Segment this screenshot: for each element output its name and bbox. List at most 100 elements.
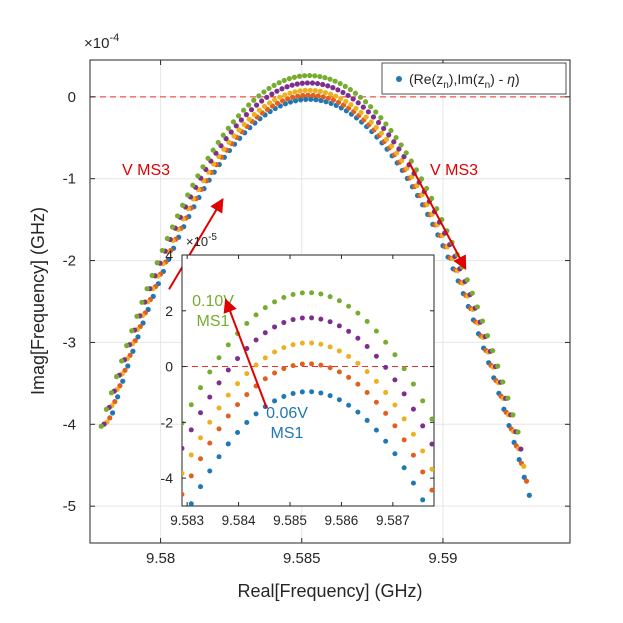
main-point-3 bbox=[259, 98, 265, 104]
annotation-left-arrow bbox=[168, 197, 224, 290]
inset-point-0 bbox=[281, 393, 287, 399]
main-point-0 bbox=[303, 96, 309, 102]
main-point-4 bbox=[159, 247, 165, 254]
main-point-4 bbox=[144, 286, 150, 292]
main-point-4 bbox=[296, 73, 303, 79]
main-point-4 bbox=[174, 213, 181, 219]
inset-point-3 bbox=[355, 335, 361, 341]
main-xtick-label: 9.585 bbox=[283, 550, 321, 567]
main-point-4 bbox=[515, 429, 521, 435]
main-point-1 bbox=[117, 383, 123, 389]
inset-point-3 bbox=[309, 315, 315, 321]
main-point-3 bbox=[320, 81, 326, 88]
inset-point-0 bbox=[420, 497, 426, 503]
main-point-2 bbox=[307, 87, 313, 93]
inset-ticks: 9.583 9.584 9.585 9.586 9.587 4 2 0 -2 -4 bbox=[161, 247, 434, 528]
main-ytick-label: -5 bbox=[63, 498, 76, 515]
main-point-1 bbox=[310, 92, 316, 98]
inset-point-4 bbox=[225, 342, 231, 348]
main-point-3 bbox=[304, 80, 311, 86]
main-point-0 bbox=[125, 363, 131, 369]
main-point-4 bbox=[113, 374, 120, 380]
main-point-2 bbox=[399, 157, 405, 164]
main-point-4 bbox=[362, 99, 369, 105]
inset-point-1 bbox=[309, 361, 315, 367]
inset-ytick-label: 0 bbox=[165, 359, 173, 375]
inset-point-3 bbox=[235, 356, 241, 362]
inset-point-0 bbox=[272, 398, 278, 404]
inset-point-3 bbox=[383, 364, 389, 370]
main-point-2 bbox=[363, 114, 369, 120]
main-point-3 bbox=[391, 139, 397, 145]
main-point-2 bbox=[226, 139, 232, 145]
inset-point-3 bbox=[225, 367, 231, 373]
inset-point-1 bbox=[281, 366, 287, 372]
inset-point-1 bbox=[182, 491, 185, 497]
inset-point-0 bbox=[207, 468, 213, 474]
main-point-4 bbox=[281, 77, 287, 84]
main-point-4 bbox=[423, 185, 430, 192]
main-point-4 bbox=[418, 176, 425, 182]
main-point-3 bbox=[253, 102, 260, 108]
main-point-3 bbox=[325, 83, 331, 89]
inset-point-4 bbox=[429, 416, 434, 422]
main-point-3 bbox=[345, 92, 351, 99]
main-point-4 bbox=[266, 85, 272, 92]
main-point-2 bbox=[302, 87, 308, 93]
inset-point-1 bbox=[364, 390, 370, 396]
inset-point-4 bbox=[410, 381, 416, 387]
main-ytick-label: 0 bbox=[68, 89, 76, 106]
main-point-3 bbox=[228, 129, 234, 135]
main-point-2 bbox=[358, 109, 364, 116]
inset-point-1 bbox=[262, 376, 268, 382]
inset-ytick-label: 2 bbox=[165, 303, 173, 319]
inset-point-2 bbox=[336, 348, 342, 354]
inset-point-4 bbox=[383, 339, 389, 345]
main-point-4 bbox=[200, 164, 206, 170]
main-point-1 bbox=[325, 95, 331, 101]
main-point-2 bbox=[272, 97, 278, 103]
main-point-1 bbox=[112, 399, 118, 405]
inset-exponent-label: ×10-5 bbox=[186, 232, 217, 249]
inset-point-2 bbox=[262, 355, 268, 361]
legend-label: (Re(zn),Im(zn) - η) bbox=[409, 71, 520, 91]
main-point-4 bbox=[119, 358, 125, 364]
main-point-2 bbox=[378, 130, 384, 136]
annotation-right-arrow bbox=[408, 161, 467, 270]
main-point-4 bbox=[154, 260, 160, 266]
inset-point-2 bbox=[198, 435, 204, 441]
inset-point-3 bbox=[336, 323, 342, 329]
inset-point-2 bbox=[235, 381, 241, 387]
inset-ytick-label: -2 bbox=[161, 414, 174, 430]
main-point-4 bbox=[505, 395, 511, 401]
main-point-1 bbox=[305, 92, 311, 98]
main-point-3 bbox=[350, 96, 356, 102]
inset-label-low-ms1: MS1 bbox=[271, 425, 304, 442]
main-point-1 bbox=[107, 415, 113, 421]
main-exponent-label: ×10-4 bbox=[84, 32, 119, 52]
inset-xtick-label: 9.583 bbox=[170, 513, 204, 528]
main-point-2 bbox=[231, 133, 237, 139]
inset-point-0 bbox=[401, 465, 407, 471]
main-point-2 bbox=[348, 102, 354, 108]
inset-point-1 bbox=[355, 381, 361, 387]
annotation-right: V MS3 bbox=[408, 161, 478, 270]
main-point-2 bbox=[388, 143, 395, 149]
inset-point-4 bbox=[281, 294, 287, 300]
main-point-4 bbox=[322, 75, 328, 81]
main-point-4 bbox=[185, 192, 191, 198]
inset-point-1 bbox=[216, 426, 222, 432]
main-point-4 bbox=[469, 290, 475, 296]
inset-point-3 bbox=[420, 423, 426, 429]
main-point-4 bbox=[164, 235, 170, 242]
main-point-3 bbox=[299, 80, 305, 86]
main-point-4 bbox=[327, 76, 333, 82]
inset-point-2 bbox=[383, 389, 389, 395]
main-point-2 bbox=[277, 94, 283, 100]
inset-point-2 bbox=[207, 419, 213, 425]
main-point-1 bbox=[315, 93, 321, 99]
inset-point-0 bbox=[244, 419, 250, 425]
inset-point-1 bbox=[188, 473, 194, 479]
main-point-1 bbox=[285, 96, 291, 102]
inset-point-0 bbox=[327, 393, 333, 399]
